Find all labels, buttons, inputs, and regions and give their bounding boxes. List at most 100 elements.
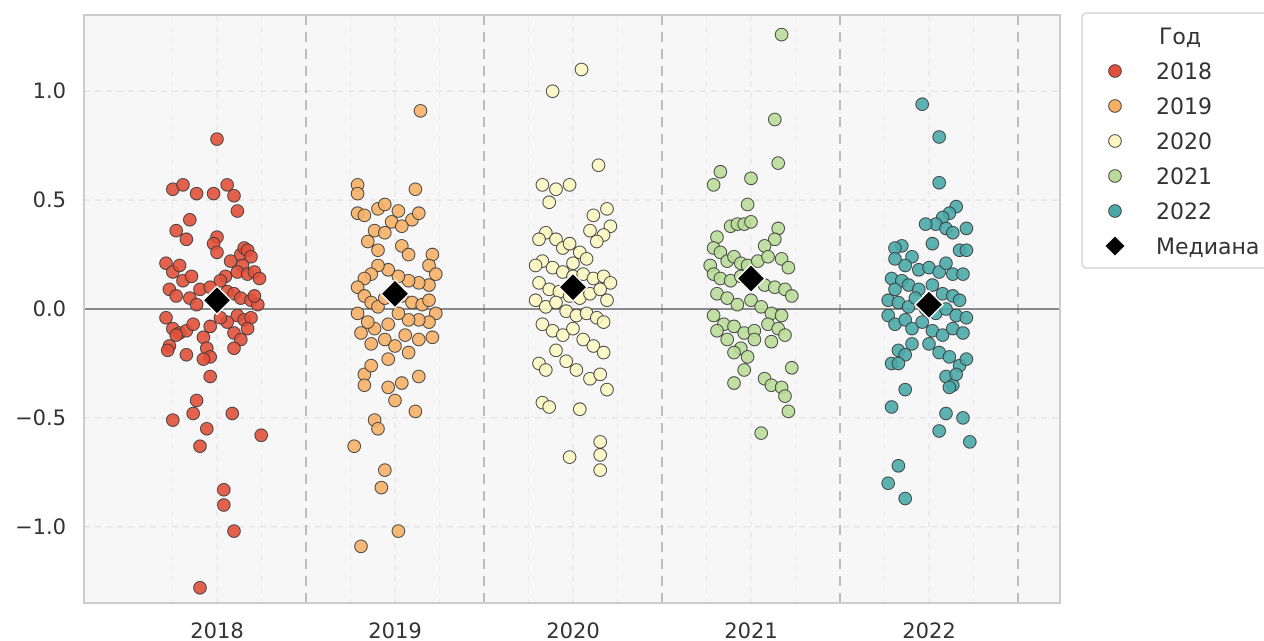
point-2018 xyxy=(203,319,217,334)
point-2020 xyxy=(586,208,601,223)
point-2019 xyxy=(388,339,402,353)
point-2018 xyxy=(227,341,241,355)
point-2020 xyxy=(574,62,589,77)
point-2019 xyxy=(381,317,395,331)
point-2020 xyxy=(593,463,607,477)
point-2018 xyxy=(159,310,173,325)
point-2020 xyxy=(562,450,577,464)
axes-frame xyxy=(83,14,1061,604)
point-2018 xyxy=(200,422,214,436)
point-2022 xyxy=(942,350,957,364)
y-tick-label: −1.0 xyxy=(15,515,66,539)
point-2018 xyxy=(172,258,187,273)
point-2019 xyxy=(361,234,375,249)
point-2022 xyxy=(884,400,899,414)
point-2020 xyxy=(593,448,607,462)
grid-lines xyxy=(84,15,1060,603)
point-2021 xyxy=(754,300,768,314)
point-2022 xyxy=(891,356,906,371)
point-2022 xyxy=(898,258,912,273)
legend-label-2021: 2021 xyxy=(1156,165,1212,190)
point-2019 xyxy=(412,206,426,220)
point-2021 xyxy=(713,165,728,179)
point-2018 xyxy=(169,223,183,238)
point-2019 xyxy=(374,480,389,495)
point-2021 xyxy=(771,156,785,170)
point-2021 xyxy=(740,197,755,212)
point-2020 xyxy=(591,158,606,173)
point-2021 xyxy=(744,215,758,229)
point-2019 xyxy=(378,226,392,240)
point-2018 xyxy=(247,289,262,303)
point-2019 xyxy=(391,524,406,538)
legend-marker-2018 xyxy=(1108,64,1122,78)
point-2018 xyxy=(193,581,207,595)
point-2018 xyxy=(193,439,207,453)
point-2021 xyxy=(761,249,775,264)
point-2021 xyxy=(774,27,789,42)
point-2020 xyxy=(596,345,611,360)
point-2019 xyxy=(371,422,385,436)
point-2018 xyxy=(169,289,183,303)
point-2020 xyxy=(562,236,577,251)
point-2020 xyxy=(542,195,556,210)
point-2022 xyxy=(898,382,912,397)
point-2019 xyxy=(408,404,423,419)
point-2018 xyxy=(244,249,258,264)
point-2022 xyxy=(881,476,895,490)
point-2022 xyxy=(935,328,950,342)
point-2021 xyxy=(730,297,745,312)
point-2021 xyxy=(781,260,796,275)
point-2020 xyxy=(549,295,563,310)
point-2018 xyxy=(196,352,211,366)
point-2020 xyxy=(573,402,587,416)
point-2019 xyxy=(401,313,416,327)
legend-marker-median xyxy=(1105,236,1125,256)
point-2022 xyxy=(949,367,963,382)
point-2022 xyxy=(898,491,912,506)
median-marker-2018 xyxy=(201,285,233,316)
point-2018 xyxy=(176,178,190,192)
point-2018 xyxy=(240,321,255,336)
x-tick-label: 2022 xyxy=(902,619,955,641)
point-2021 xyxy=(706,178,721,192)
point-2019 xyxy=(413,104,428,118)
point-2018 xyxy=(186,406,200,421)
point-2018 xyxy=(213,273,228,288)
point-2019 xyxy=(391,306,406,321)
point-2021 xyxy=(727,376,741,390)
point-2021 xyxy=(740,350,755,364)
point-2018 xyxy=(189,393,204,408)
legend-label-2022: 2022 xyxy=(1156,200,1212,225)
point-2020 xyxy=(569,363,584,377)
point-2022 xyxy=(932,130,946,144)
median-marker-2019 xyxy=(379,278,411,309)
point-2018 xyxy=(186,317,200,331)
point-2020 xyxy=(535,178,550,192)
point-2020 xyxy=(596,315,611,329)
point-2018 xyxy=(223,254,238,268)
point-2019 xyxy=(422,293,436,308)
point-2019 xyxy=(378,463,392,477)
x-tick-label: 2020 xyxy=(546,619,599,641)
point-2018 xyxy=(189,297,204,312)
point-2020 xyxy=(593,435,607,449)
legend-marker-2020 xyxy=(1108,134,1122,148)
point-2018 xyxy=(230,204,245,218)
point-2020 xyxy=(579,252,594,266)
median-marker-2020 xyxy=(557,272,589,303)
point-2018 xyxy=(217,498,231,512)
point-2018 xyxy=(166,413,180,427)
point-2021 xyxy=(727,319,741,334)
point-2019 xyxy=(350,186,365,201)
point-2020 xyxy=(532,276,546,290)
point-2021 xyxy=(785,289,799,303)
point-2022 xyxy=(922,337,936,351)
median-marker-2021 xyxy=(735,263,767,294)
point-2019 xyxy=(395,219,409,233)
point-2018 xyxy=(183,212,197,227)
point-2020 xyxy=(542,400,556,414)
x-tick-label: 2019 xyxy=(368,619,421,641)
point-2019 xyxy=(425,330,440,345)
legend-box xyxy=(1081,12,1264,269)
